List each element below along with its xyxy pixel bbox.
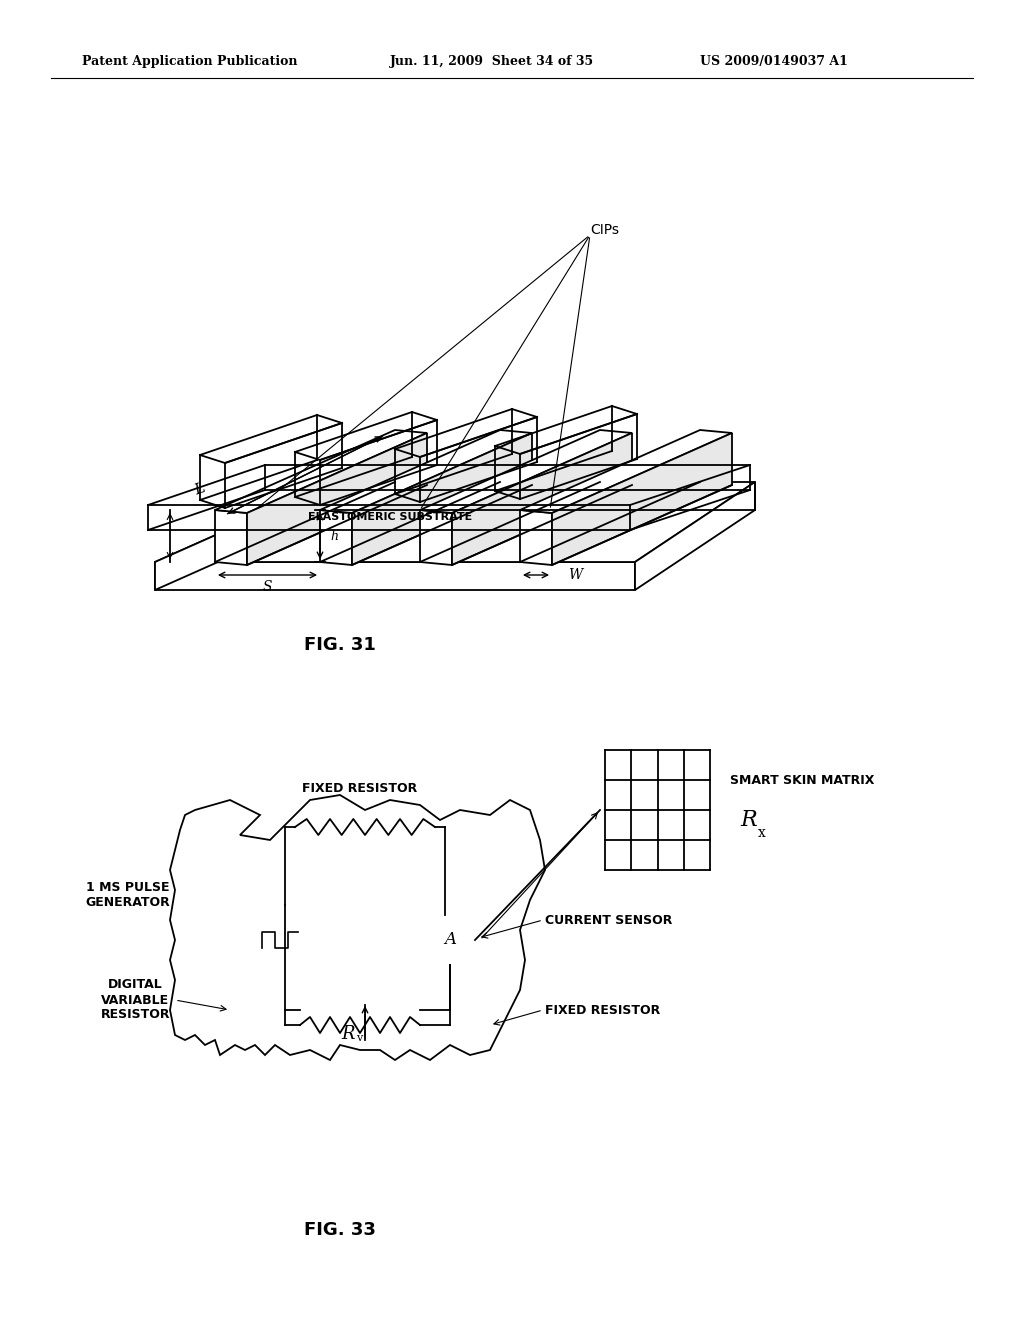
Text: Jun. 11, 2009  Sheet 34 of 35: Jun. 11, 2009 Sheet 34 of 35 bbox=[390, 55, 594, 69]
Text: US 2009/0149037 A1: US 2009/0149037 A1 bbox=[700, 55, 848, 69]
Polygon shape bbox=[552, 433, 732, 565]
Text: x: x bbox=[758, 826, 766, 840]
Text: CIPs: CIPs bbox=[590, 223, 618, 238]
Text: L: L bbox=[193, 482, 207, 499]
Polygon shape bbox=[420, 510, 452, 565]
Polygon shape bbox=[247, 433, 427, 565]
Text: h: h bbox=[330, 529, 338, 543]
Polygon shape bbox=[155, 562, 635, 590]
Text: S: S bbox=[262, 579, 271, 594]
Text: R: R bbox=[341, 1026, 354, 1043]
Polygon shape bbox=[215, 430, 427, 513]
Polygon shape bbox=[215, 510, 247, 565]
Polygon shape bbox=[452, 433, 632, 565]
Text: DIGITAL
VARIABLE
RESISTOR: DIGITAL VARIABLE RESISTOR bbox=[100, 978, 170, 1022]
Polygon shape bbox=[170, 795, 545, 1060]
Polygon shape bbox=[155, 482, 335, 590]
Text: CURRENT SENSOR: CURRENT SENSOR bbox=[545, 913, 673, 927]
Text: 1 MS PULSE
GENERATOR: 1 MS PULSE GENERATOR bbox=[85, 880, 170, 909]
Polygon shape bbox=[520, 510, 552, 565]
Text: FIG. 31: FIG. 31 bbox=[304, 636, 376, 653]
Text: ELASTOMERIC SUBSTRATE: ELASTOMERIC SUBSTRATE bbox=[308, 512, 472, 521]
Polygon shape bbox=[319, 430, 532, 513]
Text: R: R bbox=[740, 809, 757, 832]
Text: FIG. 33: FIG. 33 bbox=[304, 1221, 376, 1239]
Text: Patent Application Publication: Patent Application Publication bbox=[82, 55, 298, 69]
Polygon shape bbox=[420, 430, 632, 513]
Text: FIXED RESISTOR: FIXED RESISTOR bbox=[545, 1003, 660, 1016]
Text: A: A bbox=[444, 932, 456, 949]
Polygon shape bbox=[520, 430, 732, 513]
Polygon shape bbox=[635, 482, 755, 590]
Text: SMART SKIN MATRIX: SMART SKIN MATRIX bbox=[730, 774, 874, 787]
Polygon shape bbox=[352, 433, 532, 565]
Text: FIXED RESISTOR: FIXED RESISTOR bbox=[302, 781, 418, 795]
Polygon shape bbox=[155, 482, 755, 562]
Polygon shape bbox=[319, 510, 352, 565]
Text: W: W bbox=[568, 568, 583, 582]
Text: v: v bbox=[356, 1034, 362, 1043]
